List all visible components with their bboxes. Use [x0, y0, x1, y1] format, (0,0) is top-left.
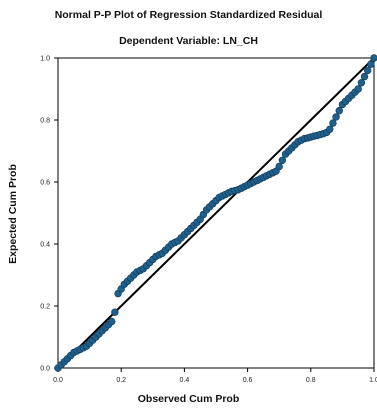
x-tick-label: 1.0 [369, 377, 377, 384]
data-point [329, 119, 337, 127]
data-point [360, 72, 369, 81]
data-point [357, 79, 366, 87]
reference-line [57, 57, 375, 369]
data-point [278, 156, 287, 165]
x-axis-label: Observed Cum Prob [138, 393, 240, 405]
data-point [111, 308, 119, 316]
x-tick-label: 0.2 [116, 377, 126, 384]
data-point [363, 66, 372, 75]
data-point [370, 54, 377, 62]
y-axis-label: Expected Cum Prob [7, 164, 19, 264]
y-tick-label: 0.8 [40, 118, 50, 125]
data-point [354, 85, 362, 93]
y-tick-label: 0.4 [40, 242, 50, 249]
data-point [108, 317, 116, 326]
x-tick-label: 0.8 [306, 377, 316, 384]
chart-title: Normal P-P Plot of Regression Standardiz… [55, 9, 323, 21]
y-tick-label: 0.0 [40, 366, 50, 373]
reference-line-group [57, 57, 375, 369]
x-tick-label: 0.4 [180, 377, 190, 384]
data-point [326, 125, 334, 134]
x-tick-label: 0.0 [53, 377, 63, 384]
data-point [335, 106, 343, 115]
data-point [275, 162, 283, 171]
y-tick-label: 0.2 [40, 304, 50, 311]
axes-group: 0.0 0.2 0.4 0.6 0.8 1.0 0.0 0.2 0.4 0.6 0.8 1.0 [40, 56, 377, 385]
x-tick-label: 0.6 [243, 377, 253, 384]
plot-frame [57, 57, 375, 369]
data-point [367, 60, 375, 68]
y-tick-label: 0.6 [40, 180, 50, 187]
chart-subtitle: Dependent Variable: LN_CH [119, 35, 258, 47]
data-point [332, 113, 340, 121]
points-group [54, 54, 377, 372]
y-tick-label: 1.0 [40, 56, 50, 63]
